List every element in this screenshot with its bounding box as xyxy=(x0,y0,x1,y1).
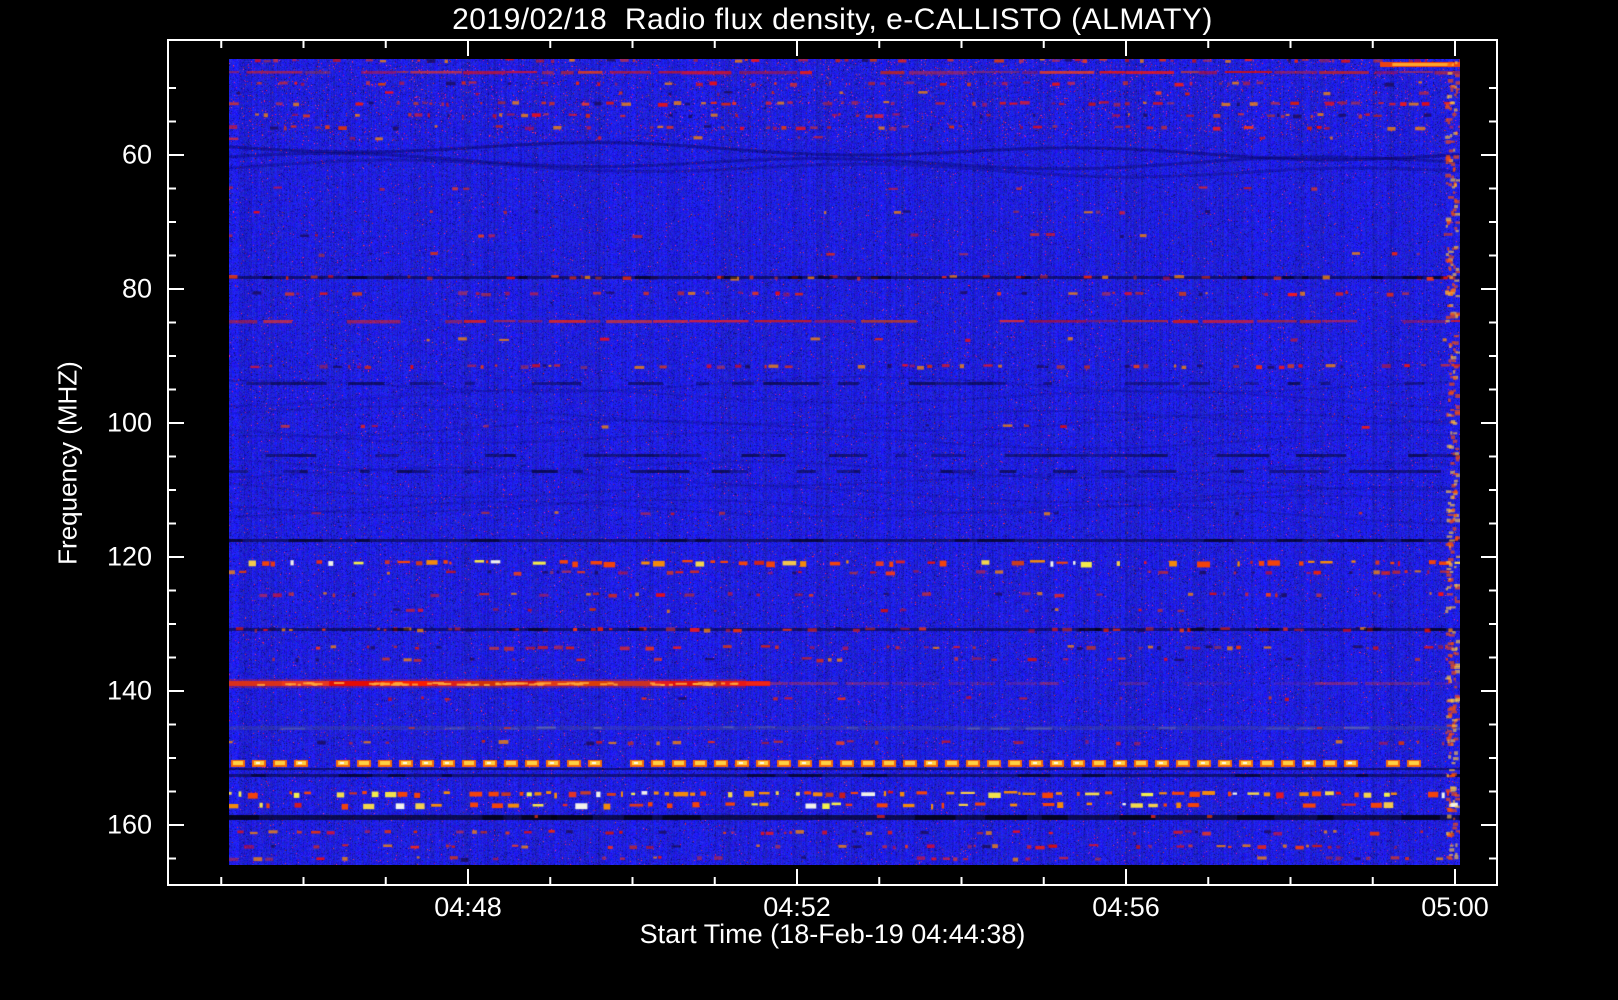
chart-title: 2019/02/18 Radio flux density, e-CALLIST… xyxy=(452,3,1213,36)
y-tick-label: 140 xyxy=(106,675,152,706)
x-tick-label: 04:48 xyxy=(434,892,502,922)
x-tick-label: 05:00 xyxy=(1421,892,1489,922)
spectrogram-canvas xyxy=(229,59,1460,865)
x-tick-label: 04:56 xyxy=(1092,892,1160,922)
y-tick-label: 160 xyxy=(106,809,152,840)
x-tick-label: 04:52 xyxy=(763,892,831,922)
y-tick-label: 120 xyxy=(106,541,152,572)
y-tick-label: 60 xyxy=(121,139,152,170)
y-axis-label: Frequency (MHZ) xyxy=(52,361,83,565)
x-axis-label: Start Time (18-Feb-19 04:44:38) xyxy=(639,919,1026,949)
y-tick-label: 80 xyxy=(121,273,152,304)
y-tick-label: 100 xyxy=(106,407,152,438)
